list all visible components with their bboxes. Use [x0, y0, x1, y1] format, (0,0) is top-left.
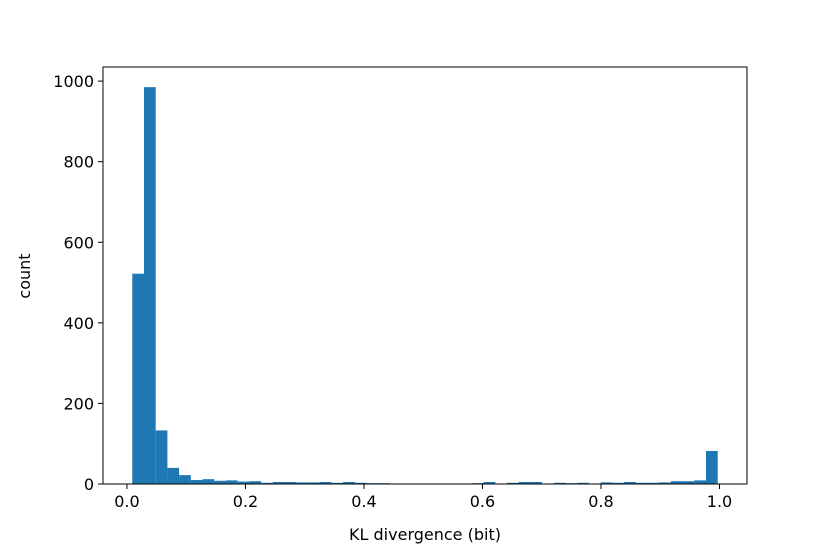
bar [203, 479, 215, 484]
bar [132, 274, 144, 484]
x-tick-label: 0.6 [470, 492, 495, 511]
bar [179, 475, 191, 484]
bar [694, 480, 706, 484]
x-tick-label: 0.4 [351, 492, 376, 511]
x-tick-label: 0.0 [114, 492, 139, 511]
y-tick-label: 400 [63, 314, 94, 333]
y-tick-label: 200 [63, 394, 94, 413]
y-tick-label: 800 [63, 153, 94, 172]
x-tick-label: 0.2 [233, 492, 258, 511]
y-tick-label: 0 [84, 475, 94, 494]
y-tick-label: 600 [63, 233, 94, 252]
bar [144, 87, 156, 484]
x-tick-label: 1.0 [707, 492, 732, 511]
y-tick-label: 1000 [53, 72, 94, 91]
bar [156, 430, 168, 484]
y-axis-label: count [15, 253, 34, 298]
plot-frame [103, 67, 747, 484]
x-axis-label: KL divergence (bit) [349, 525, 501, 544]
x-tick-label: 0.8 [588, 492, 613, 511]
bar [191, 480, 203, 484]
bar [226, 480, 238, 484]
bar [167, 468, 179, 484]
bar [706, 451, 718, 484]
